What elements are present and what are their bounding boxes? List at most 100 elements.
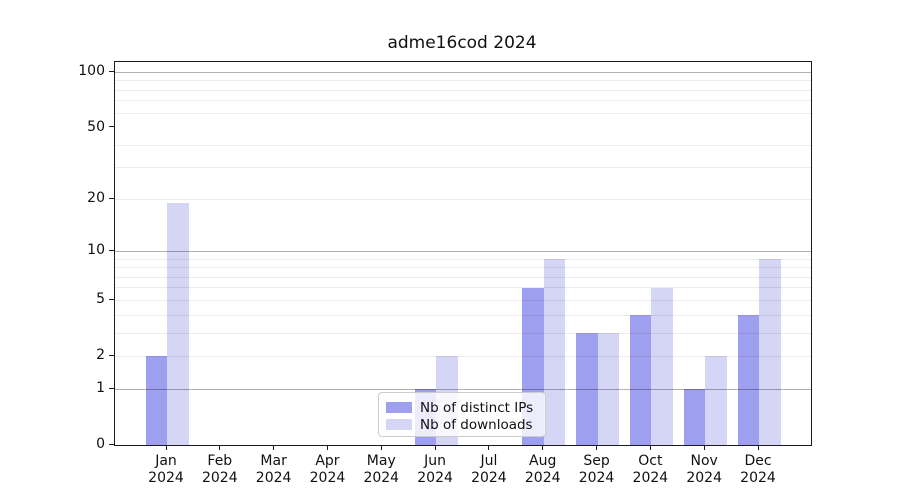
y-tick-label: 50	[87, 118, 105, 135]
x-tick-label: Feb 2024	[188, 453, 252, 487]
x-tick-label: Mar 2024	[242, 453, 306, 487]
x-tickmark	[219, 445, 221, 450]
downloads-bar-aug	[543, 259, 566, 445]
distinct-ips-bar-jan	[145, 356, 167, 445]
minor-gridline	[115, 299, 811, 301]
month-year: 2024	[632, 470, 669, 486]
minor-gridline	[115, 267, 811, 269]
minor-gridline	[115, 332, 811, 334]
downloads-bar-jan	[167, 203, 189, 445]
minor-gridline	[115, 314, 811, 316]
legend-label-downloads: Nb of downloads	[420, 416, 533, 433]
x-tick-label: Apr 2024	[295, 453, 359, 487]
x-tick-label: May 2024	[349, 453, 413, 487]
minor-gridline	[115, 144, 811, 146]
month-year: 2024	[309, 470, 346, 486]
downloads-bar-nov	[705, 356, 727, 445]
month-name: Sep	[583, 453, 610, 469]
month-name: Dec	[744, 453, 772, 469]
distinct-ips-bar-oct	[629, 315, 652, 445]
distinct-ips-bar-dec	[737, 315, 759, 445]
x-tickmark	[542, 445, 544, 450]
x-tick-label: Jun 2024	[403, 453, 467, 487]
x-tick-label: Aug 2024	[511, 453, 575, 487]
y-tick-label: 5	[96, 291, 105, 308]
x-tickmark	[757, 445, 759, 450]
x-tickmark	[434, 445, 436, 450]
month-name: Aug	[529, 453, 557, 469]
minor-gridline	[115, 355, 811, 357]
month-name: Mar	[260, 453, 287, 469]
legend-item-distinct-ips: Nb of distinct IPs	[386, 399, 537, 416]
month-name: Jan	[155, 453, 177, 469]
major-gridline	[115, 71, 811, 73]
y-tick-label: 10	[87, 242, 105, 259]
month-name: Feb	[207, 453, 233, 469]
minor-gridline	[115, 198, 811, 200]
month-year: 2024	[417, 470, 453, 486]
month-year: 2024	[363, 470, 400, 486]
y-tick-label: 20	[87, 190, 105, 207]
x-tickmark	[649, 445, 651, 450]
month-year: 2024	[740, 470, 776, 486]
x-tickmark	[273, 445, 275, 450]
x-tick-label: Oct 2024	[618, 453, 682, 487]
x-tickmark	[326, 445, 328, 450]
legend-item-downloads: Nb of downloads	[386, 416, 537, 433]
y-tickmark	[109, 298, 114, 300]
minor-gridline	[115, 258, 811, 260]
month-name: Nov	[690, 453, 718, 469]
x-tickmark	[596, 445, 598, 450]
downloads-bar-sep	[597, 333, 620, 445]
y-tick-label: 0	[96, 436, 105, 452]
x-tick-label: Jul 2024	[457, 453, 521, 487]
minor-gridline	[115, 100, 811, 102]
major-gridline	[115, 250, 811, 252]
downloads-bar-oct	[651, 287, 673, 445]
minor-gridline	[115, 89, 811, 91]
y-tickmark	[109, 197, 114, 199]
month-year: 2024	[148, 470, 184, 486]
chart-title: adme16cod 2024	[387, 33, 537, 53]
minor-gridline	[115, 80, 811, 82]
y-tickmark	[109, 354, 114, 356]
x-tick-label: Nov 2024	[672, 453, 736, 487]
month-year: 2024	[201, 470, 238, 486]
downloads-bar-dec	[759, 259, 781, 445]
month-year: 2024	[578, 470, 615, 486]
y-tickmark	[109, 443, 114, 445]
month-name: Oct	[638, 453, 663, 469]
month-name: Jul	[480, 453, 498, 469]
distinct-ips-bar-sep	[576, 333, 598, 445]
x-tick-label: Dec 2024	[726, 453, 790, 487]
x-tickmark	[488, 445, 490, 450]
y-tickmark	[109, 387, 114, 389]
distinct-ips-swatch	[386, 402, 412, 413]
x-tick-label: Jan 2024	[134, 453, 198, 487]
month-name: Jun	[424, 453, 447, 469]
x-tickmark	[380, 445, 382, 450]
legend: Nb of distinct IPs Nb of downloads	[378, 392, 546, 437]
month-year: 2024	[255, 470, 292, 486]
month-year: 2024	[471, 470, 507, 486]
y-tick-label: 100	[78, 63, 105, 80]
x-tickmark	[165, 445, 167, 450]
minor-gridline	[115, 276, 811, 278]
minor-gridline	[115, 167, 811, 169]
major-gridline	[115, 388, 811, 390]
y-tickmark	[109, 70, 114, 72]
month-name: May	[366, 453, 396, 469]
x-tick-label: Sep 2024	[565, 453, 629, 487]
legend-label-distinct-ips: Nb of distinct IPs	[420, 399, 534, 416]
y-tickmark	[109, 249, 114, 251]
month-year: 2024	[524, 470, 561, 486]
y-tick-label: 1	[96, 380, 105, 397]
plot-area	[114, 61, 812, 446]
x-tickmark	[703, 445, 705, 450]
minor-gridline	[115, 112, 811, 114]
y-tickmark	[109, 126, 114, 128]
month-year: 2024	[686, 470, 722, 486]
month-name: Apr	[315, 453, 340, 469]
minor-gridline	[115, 287, 811, 289]
